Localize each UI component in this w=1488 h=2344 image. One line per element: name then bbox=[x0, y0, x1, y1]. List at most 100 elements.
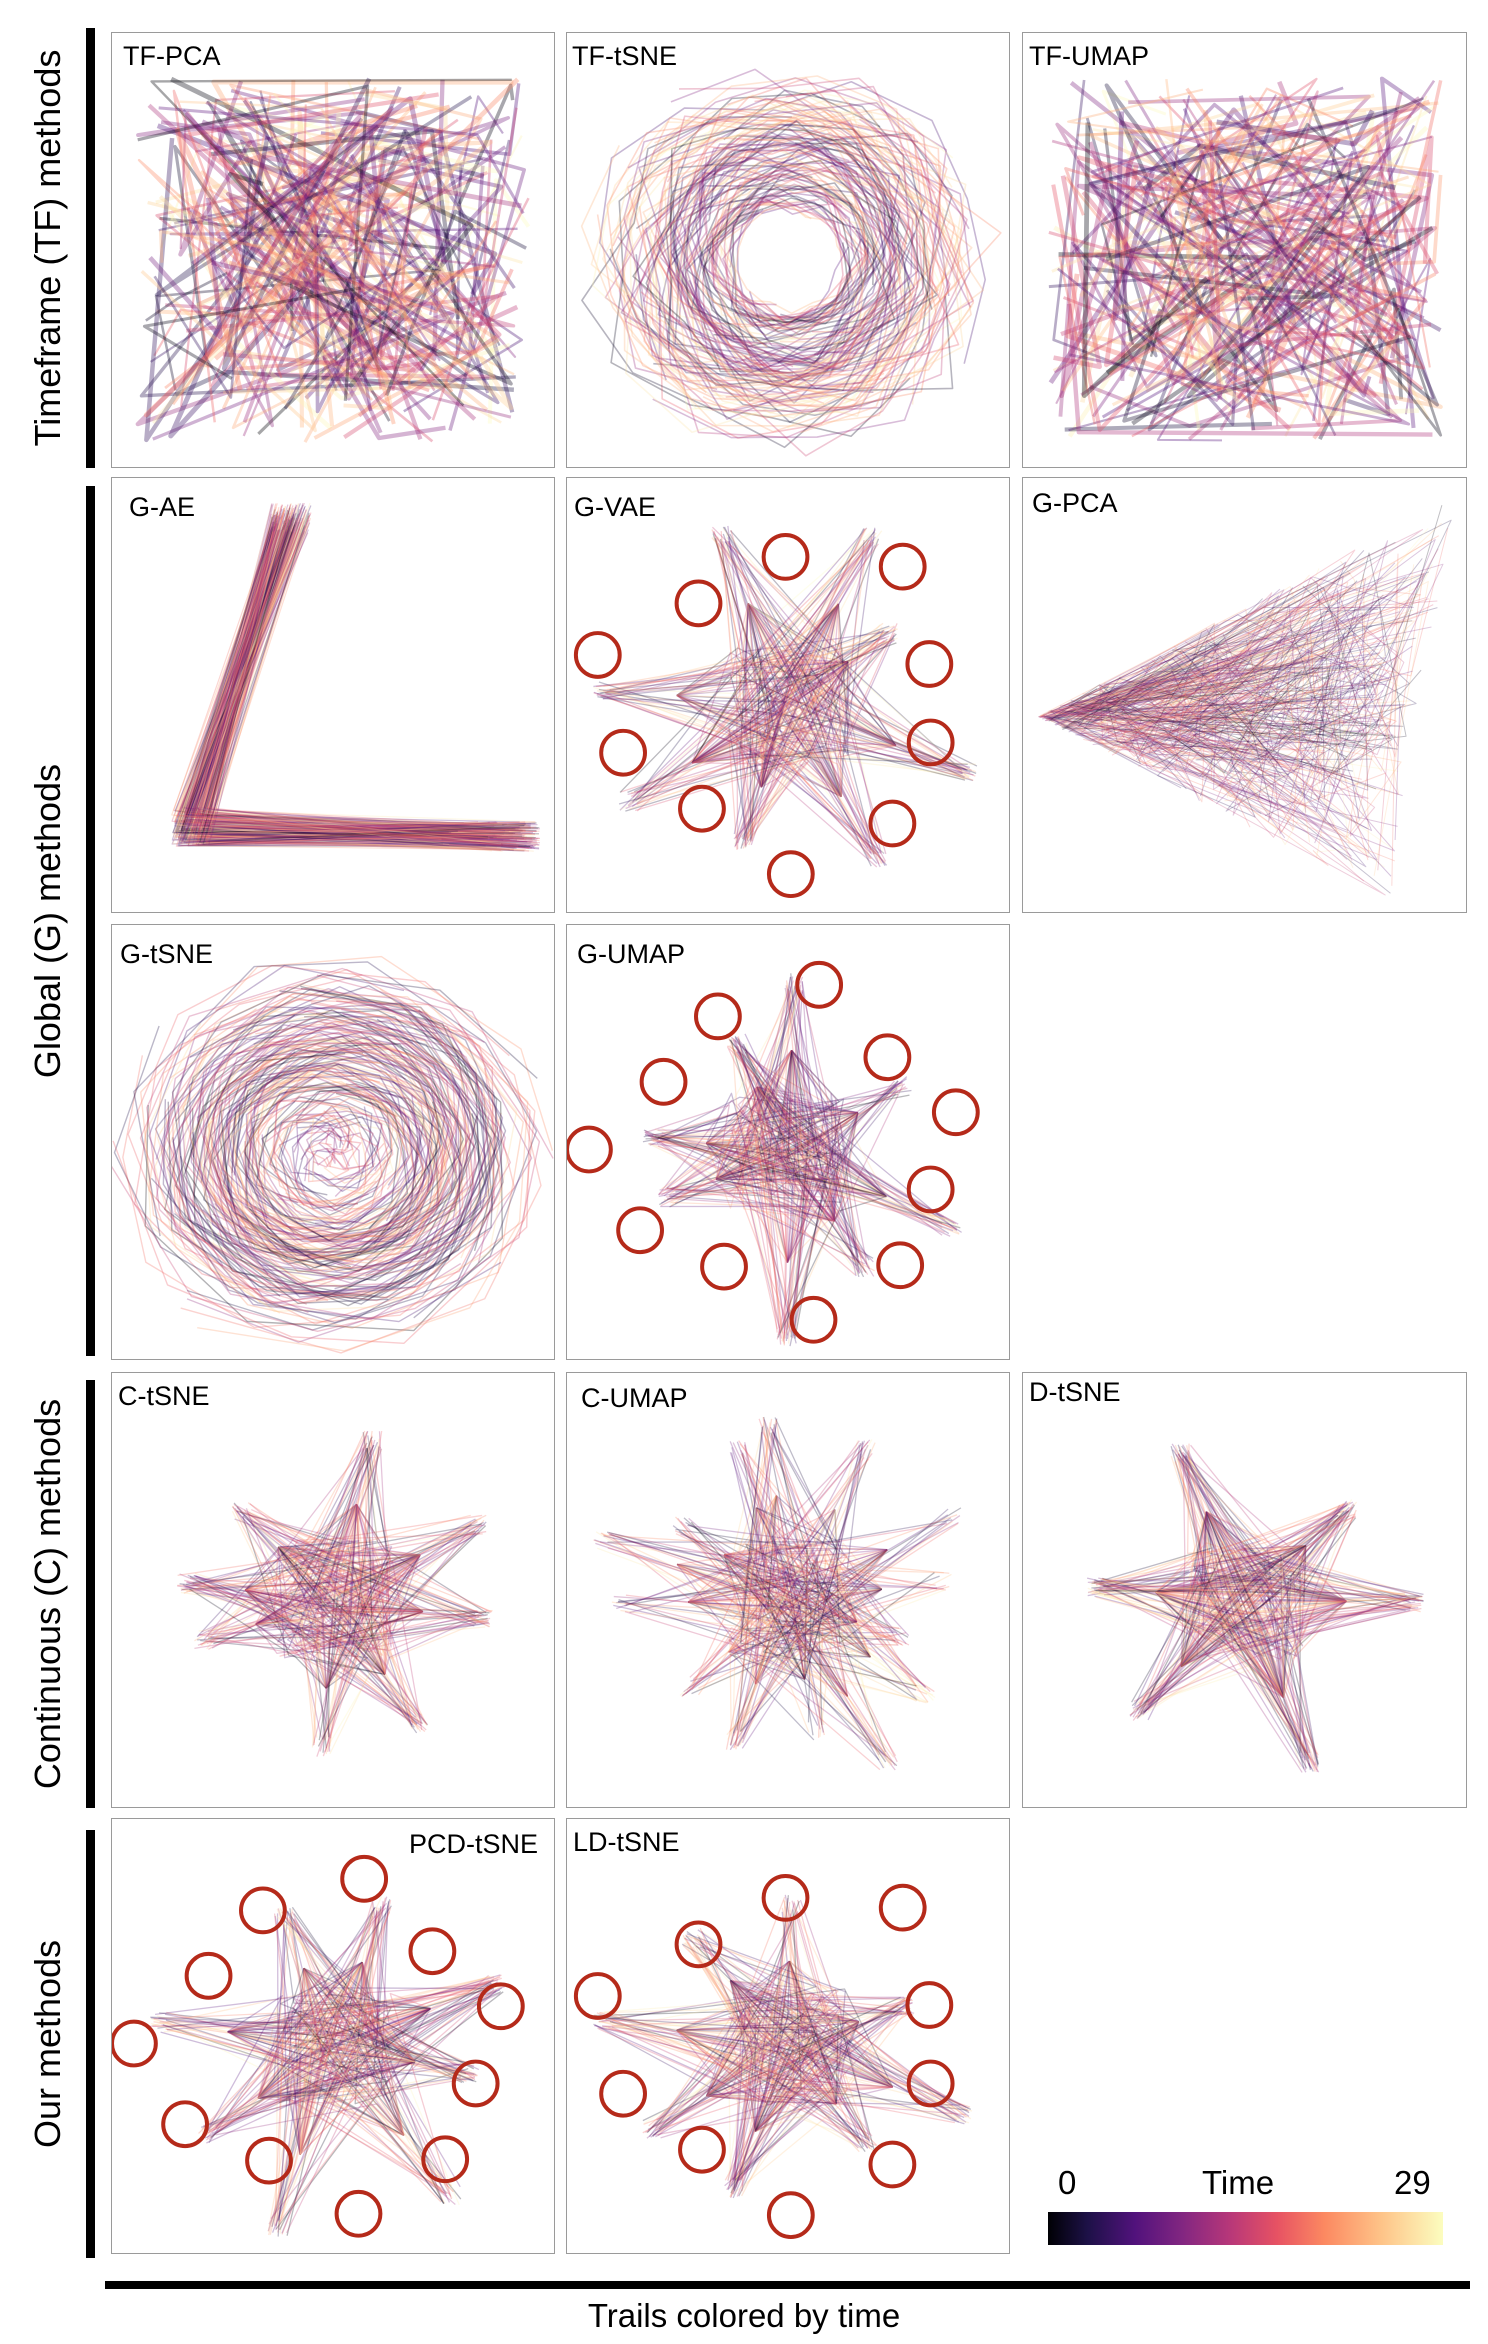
trail-line bbox=[842, 624, 881, 676]
trail-line bbox=[1077, 706, 1195, 746]
trail-line bbox=[172, 518, 482, 851]
trail-line bbox=[1184, 574, 1310, 843]
trail-line bbox=[1147, 129, 1327, 427]
trail-line bbox=[1174, 1460, 1221, 1667]
trail-line bbox=[298, 1968, 491, 2027]
trail-line bbox=[1087, 681, 1262, 814]
trail-line bbox=[1182, 1444, 1304, 1647]
trail-line bbox=[734, 1037, 835, 1222]
trail-line bbox=[293, 1913, 405, 2136]
trail-line bbox=[305, 1554, 476, 1618]
trail-line bbox=[207, 1617, 327, 1689]
trail-line bbox=[281, 2007, 431, 2235]
trail-line bbox=[699, 1929, 824, 2097]
trail-line bbox=[691, 541, 873, 764]
trail-line bbox=[599, 2012, 756, 2132]
trail-line bbox=[1166, 79, 1436, 402]
trail-line bbox=[1300, 137, 1387, 376]
trail-line bbox=[782, 753, 976, 798]
trail-line bbox=[1079, 93, 1375, 298]
trail-line bbox=[1185, 1454, 1284, 1698]
trail-line bbox=[196, 1589, 384, 1619]
trail-line bbox=[598, 2020, 771, 2067]
trail-line bbox=[1282, 1630, 1304, 1763]
trail-line bbox=[651, 132, 911, 372]
trail-line bbox=[220, 1054, 443, 1245]
trail-line bbox=[175, 506, 504, 847]
trail-line bbox=[676, 1900, 844, 2085]
trail-line bbox=[676, 679, 974, 781]
trail-line bbox=[676, 1449, 849, 1634]
trail-line bbox=[652, 1998, 770, 2138]
trail-line bbox=[677, 1495, 791, 1660]
trail-line bbox=[202, 1042, 457, 1286]
trail-line bbox=[194, 514, 528, 843]
trail-line bbox=[1155, 1453, 1287, 1594]
trail-line bbox=[645, 2046, 766, 2133]
trail-line bbox=[274, 1914, 366, 2155]
trail-line bbox=[706, 1080, 899, 1182]
trail-line bbox=[330, 1962, 445, 2194]
trail-line bbox=[593, 692, 796, 766]
trail-line bbox=[1175, 568, 1320, 777]
trail-line bbox=[681, 1529, 757, 1685]
trail-line bbox=[810, 2021, 965, 2125]
trail-line bbox=[691, 736, 754, 833]
trail-line bbox=[185, 503, 530, 826]
trail-line bbox=[744, 1048, 887, 1198]
trail-line bbox=[774, 988, 887, 1198]
trail-line bbox=[608, 2027, 893, 2088]
trail-line bbox=[179, 509, 504, 846]
trail-line bbox=[245, 1532, 481, 1610]
trail-line bbox=[756, 1135, 874, 1263]
trail-line bbox=[226, 1062, 439, 1239]
trail-line bbox=[1180, 1569, 1412, 1667]
trail-line bbox=[1205, 1511, 1310, 1764]
trail-line bbox=[175, 518, 535, 840]
trail-line bbox=[179, 90, 395, 407]
trail-line bbox=[591, 89, 954, 418]
trail-line bbox=[185, 526, 520, 823]
trail-line bbox=[1070, 573, 1426, 774]
trail-line bbox=[177, 1585, 368, 1618]
trail-line bbox=[692, 1626, 848, 1697]
trail-line bbox=[747, 603, 897, 684]
trail-line bbox=[760, 687, 976, 788]
trail-line bbox=[182, 1016, 441, 1264]
trail-line bbox=[661, 1100, 837, 1222]
trail-line bbox=[227, 1052, 458, 1250]
trail-line bbox=[712, 173, 882, 348]
trail-line bbox=[286, 2064, 405, 2234]
trail-line bbox=[251, 1508, 421, 1556]
trail-line bbox=[763, 538, 879, 760]
trail-line bbox=[756, 1086, 803, 1344]
trail-line bbox=[176, 506, 493, 852]
trail-line bbox=[696, 1934, 798, 2097]
trail-line bbox=[754, 2065, 868, 2149]
trail-line bbox=[323, 1981, 498, 2096]
trail-line bbox=[1180, 1515, 1350, 1667]
trail-line bbox=[1145, 251, 1339, 393]
trail-line bbox=[1214, 150, 1312, 431]
trail-line bbox=[594, 2024, 767, 2103]
trail-line bbox=[316, 2050, 475, 2136]
panel-label: LD-tSNE bbox=[573, 1827, 680, 1857]
trail-line bbox=[609, 656, 897, 747]
trail-line bbox=[246, 361, 426, 391]
trail-line bbox=[827, 1591, 898, 1697]
trail-line bbox=[730, 2038, 893, 2199]
trail-line bbox=[244, 1589, 485, 1650]
trail-line bbox=[702, 184, 848, 333]
trail-line bbox=[227, 114, 492, 235]
trail-line bbox=[198, 1554, 421, 1655]
trail-line bbox=[1172, 587, 1294, 708]
trail-line bbox=[611, 2020, 829, 2132]
trail-line bbox=[189, 503, 536, 828]
trail-line bbox=[740, 1418, 871, 1658]
trail-line bbox=[686, 1930, 788, 2008]
trail-line bbox=[237, 1049, 406, 1231]
trail-line bbox=[1166, 113, 1313, 320]
trail-line bbox=[310, 1431, 421, 1661]
trail-line bbox=[182, 532, 490, 843]
trail-line bbox=[147, 200, 486, 365]
